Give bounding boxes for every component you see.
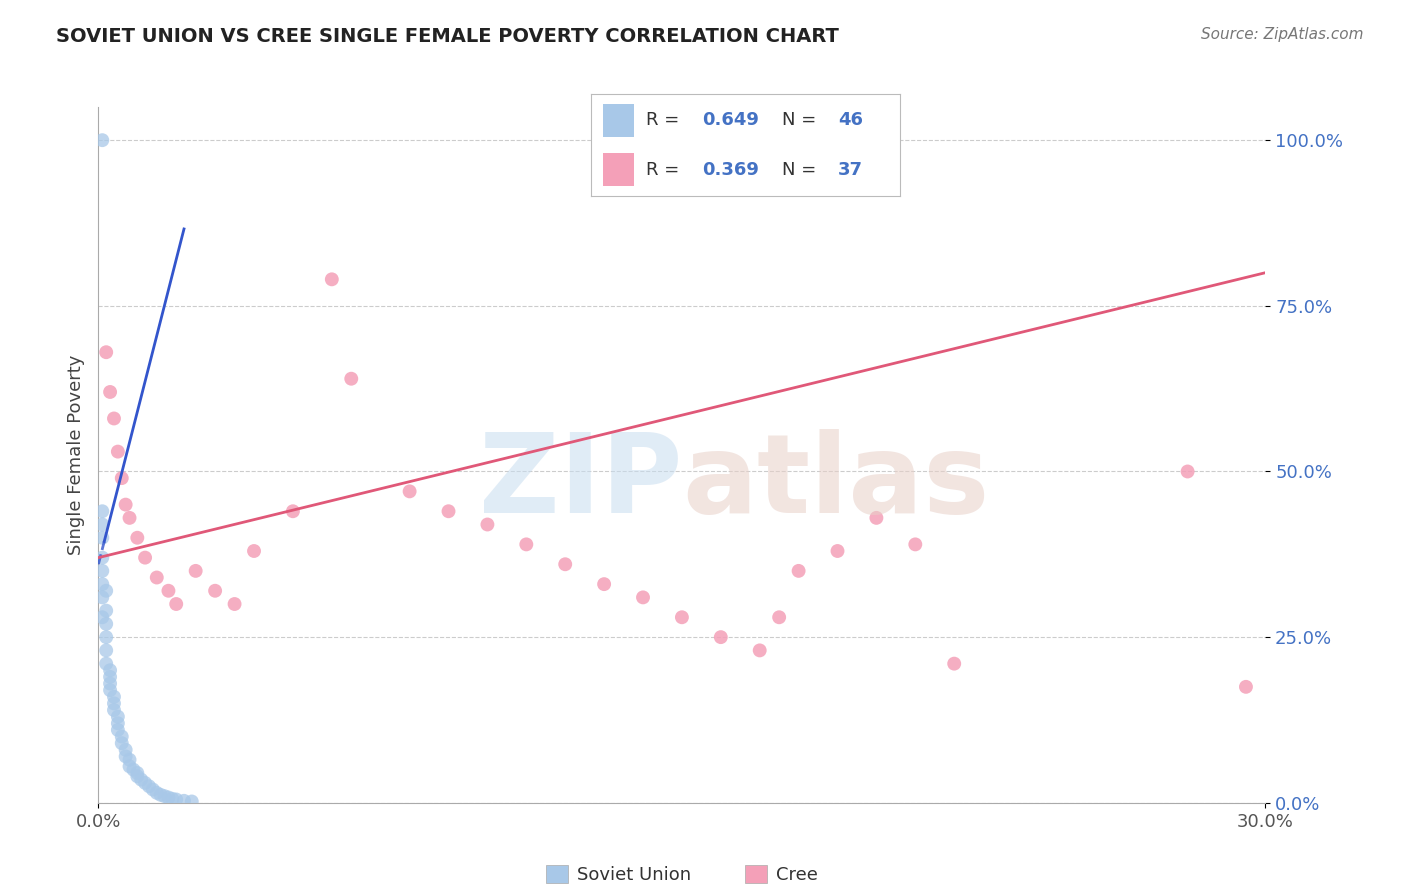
Text: ZIP: ZIP bbox=[478, 429, 682, 536]
Point bbox=[515, 537, 537, 551]
Point bbox=[865, 511, 887, 525]
Point bbox=[146, 786, 169, 800]
Point bbox=[96, 616, 118, 631]
Point bbox=[96, 583, 118, 598]
Point bbox=[107, 723, 129, 737]
Point bbox=[142, 782, 165, 797]
Point bbox=[134, 550, 156, 565]
Point bbox=[593, 577, 616, 591]
Text: SOVIET UNION VS CREE SINGLE FEMALE POVERTY CORRELATION CHART: SOVIET UNION VS CREE SINGLE FEMALE POVER… bbox=[56, 27, 839, 45]
Point bbox=[103, 703, 125, 717]
Point bbox=[118, 759, 141, 773]
Point bbox=[98, 676, 121, 690]
Point bbox=[146, 570, 169, 584]
Point bbox=[114, 749, 136, 764]
Point bbox=[631, 591, 654, 605]
Point bbox=[554, 558, 576, 572]
Point bbox=[96, 604, 118, 618]
Point bbox=[103, 690, 125, 704]
Point bbox=[398, 484, 420, 499]
Point bbox=[127, 769, 149, 783]
Point bbox=[162, 792, 184, 806]
Point bbox=[153, 789, 176, 804]
Point bbox=[129, 772, 152, 787]
Point bbox=[243, 544, 266, 558]
Point bbox=[134, 776, 156, 790]
Point bbox=[138, 779, 160, 793]
Point bbox=[1234, 680, 1257, 694]
Text: N =: N = bbox=[782, 112, 823, 129]
Point bbox=[281, 504, 304, 518]
Point bbox=[98, 663, 121, 677]
Text: N =: N = bbox=[782, 161, 823, 178]
Point bbox=[224, 597, 246, 611]
Point bbox=[91, 610, 114, 624]
Point bbox=[107, 444, 129, 458]
Bar bbox=[603, 153, 634, 186]
Point bbox=[91, 504, 114, 518]
Point bbox=[91, 564, 114, 578]
Point bbox=[122, 763, 145, 777]
Point bbox=[149, 788, 172, 802]
Point bbox=[91, 550, 114, 565]
Point bbox=[114, 498, 136, 512]
Point bbox=[671, 610, 693, 624]
Point bbox=[107, 709, 129, 723]
Point bbox=[91, 517, 114, 532]
Point bbox=[340, 372, 363, 386]
Point bbox=[118, 511, 141, 525]
Text: atlas: atlas bbox=[682, 429, 990, 536]
Text: R =: R = bbox=[647, 112, 685, 129]
Point bbox=[827, 544, 849, 558]
Point bbox=[91, 577, 114, 591]
Point bbox=[107, 716, 129, 731]
Point bbox=[118, 753, 141, 767]
Point bbox=[91, 133, 114, 147]
Text: 37: 37 bbox=[838, 161, 863, 178]
Point bbox=[127, 531, 149, 545]
Text: Source: ZipAtlas.com: Source: ZipAtlas.com bbox=[1201, 27, 1364, 42]
Text: 46: 46 bbox=[838, 112, 863, 129]
Point bbox=[111, 730, 134, 744]
Point bbox=[111, 471, 134, 485]
Point bbox=[710, 630, 733, 644]
Point bbox=[173, 794, 195, 808]
Point bbox=[157, 790, 180, 805]
Point bbox=[477, 517, 499, 532]
Point bbox=[437, 504, 460, 518]
Point bbox=[96, 345, 118, 359]
Point bbox=[111, 736, 134, 750]
Point bbox=[103, 411, 125, 425]
Text: 0.649: 0.649 bbox=[702, 112, 759, 129]
Point bbox=[768, 610, 790, 624]
Point bbox=[114, 743, 136, 757]
Point bbox=[904, 537, 927, 551]
Point bbox=[98, 670, 121, 684]
Bar bbox=[603, 104, 634, 136]
Point bbox=[165, 597, 187, 611]
Point bbox=[321, 272, 343, 286]
Point bbox=[787, 564, 810, 578]
Legend: Soviet Union, Cree: Soviet Union, Cree bbox=[538, 857, 825, 891]
Point bbox=[1177, 465, 1199, 479]
Point bbox=[204, 583, 226, 598]
Point bbox=[91, 531, 114, 545]
Point bbox=[943, 657, 966, 671]
Point bbox=[96, 657, 118, 671]
Point bbox=[96, 643, 118, 657]
Point bbox=[103, 697, 125, 711]
Point bbox=[748, 643, 770, 657]
Point bbox=[180, 795, 202, 809]
Point bbox=[96, 630, 118, 644]
Point bbox=[157, 583, 180, 598]
Text: 0.369: 0.369 bbox=[702, 161, 759, 178]
Text: R =: R = bbox=[647, 161, 685, 178]
Point bbox=[127, 766, 149, 780]
Point bbox=[91, 591, 114, 605]
Point bbox=[184, 564, 207, 578]
Y-axis label: Single Female Poverty: Single Female Poverty bbox=[66, 355, 84, 555]
Point bbox=[98, 384, 121, 399]
Point bbox=[165, 792, 187, 806]
Point bbox=[98, 683, 121, 698]
